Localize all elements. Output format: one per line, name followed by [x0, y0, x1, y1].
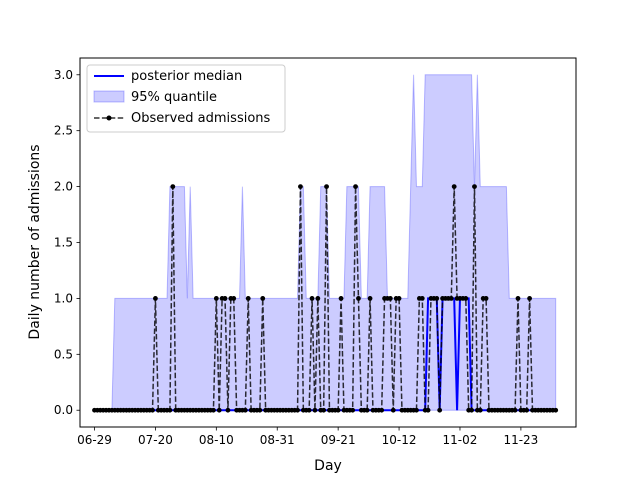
- observed-point: [257, 407, 263, 413]
- y-tick-label: 1.0: [54, 291, 73, 305]
- observed-point: [225, 407, 231, 413]
- observed-point: [425, 407, 431, 413]
- x-tick-label: 10-12: [382, 433, 417, 447]
- y-tick-label: 0.0: [54, 403, 73, 417]
- observed-point: [298, 184, 303, 189]
- observed-point: [367, 296, 373, 301]
- observed-point: [211, 407, 216, 413]
- x-tick-label: 07-20: [138, 433, 173, 447]
- x-axis: 06-29 07-20 08-10 08-31 09-21 10-12 11-02 11-23: [77, 427, 538, 447]
- legend-frame: [86, 64, 286, 133]
- observed-point: [515, 296, 521, 301]
- legend-label-median: posterior median: [131, 69, 242, 84]
- observed-point: [472, 184, 477, 189]
- observed-point: [213, 296, 219, 301]
- observed-point: [463, 296, 469, 301]
- observed-point: [364, 407, 370, 413]
- legend-marker-observed: [106, 115, 112, 121]
- observed-point: [312, 407, 318, 413]
- observed-point: [231, 296, 237, 301]
- x-tick-label: 08-10: [199, 433, 234, 447]
- observed-point: [295, 407, 300, 413]
- observed-point: [150, 407, 155, 413]
- observed-point: [451, 184, 457, 189]
- observed-point: [309, 296, 315, 301]
- x-axis-label: Day: [314, 458, 342, 474]
- observed-point: [483, 296, 489, 301]
- observed-point: [350, 407, 356, 413]
- observed-point: [356, 296, 361, 301]
- x-tick-label: 11-02: [443, 433, 478, 447]
- observed-point: [335, 407, 341, 413]
- y-tick-label: 2.0: [54, 180, 73, 194]
- observed-point: [222, 296, 228, 301]
- y-tick-label: 1.5: [54, 236, 73, 250]
- observed-point: [469, 407, 474, 413]
- observed-point: [448, 296, 454, 301]
- observed-point: [153, 296, 158, 301]
- legend: posterior median 95% quantile Observed a…: [86, 64, 286, 133]
- y-tick-label: 0.5: [54, 347, 73, 361]
- x-tick-label: 08-31: [260, 433, 295, 447]
- observed-point: [167, 407, 173, 413]
- observed-point: [242, 407, 248, 413]
- legend-label-observed: Observed admissions: [131, 111, 271, 126]
- legend-label-band: 95% quantile: [131, 90, 217, 105]
- observed-point: [553, 407, 559, 413]
- observed-point: [260, 296, 266, 301]
- observed-point: [390, 407, 396, 413]
- y-tick-label: 3.0: [54, 68, 73, 82]
- y-tick-label: 2.5: [54, 124, 73, 138]
- observed-point: [321, 407, 327, 413]
- observed-point: [434, 296, 440, 301]
- observed-point: [512, 407, 518, 413]
- observed-point: [437, 407, 443, 413]
- observed-point: [387, 296, 393, 301]
- observed-point: [170, 184, 176, 189]
- x-tick-label: 06-29: [77, 433, 112, 447]
- observed-point: [324, 184, 329, 189]
- observed-point: [338, 296, 344, 301]
- x-tick-label: 09-21: [321, 433, 356, 447]
- observed-point: [396, 296, 402, 301]
- y-axis-label: Daily number of admissions: [27, 144, 43, 339]
- x-tick-label: 11-23: [503, 433, 538, 447]
- observed-point: [527, 296, 532, 301]
- observed-point: [477, 407, 483, 413]
- observed-point: [216, 407, 222, 413]
- observed-point: [379, 407, 385, 413]
- observed-point: [414, 407, 419, 413]
- plot-area: [92, 74, 559, 413]
- y-axis: 0.0 0.5 1.0 1.5 2.0 2.5 3.0: [54, 68, 80, 417]
- legend-swatch-band: [93, 90, 125, 103]
- observed-markers: [92, 184, 559, 413]
- observed-point: [353, 184, 358, 189]
- observed-point: [245, 296, 251, 301]
- observed-point: [524, 407, 530, 413]
- observed-point: [315, 296, 321, 301]
- observed-point: [306, 407, 312, 413]
- observed-point: [419, 296, 425, 301]
